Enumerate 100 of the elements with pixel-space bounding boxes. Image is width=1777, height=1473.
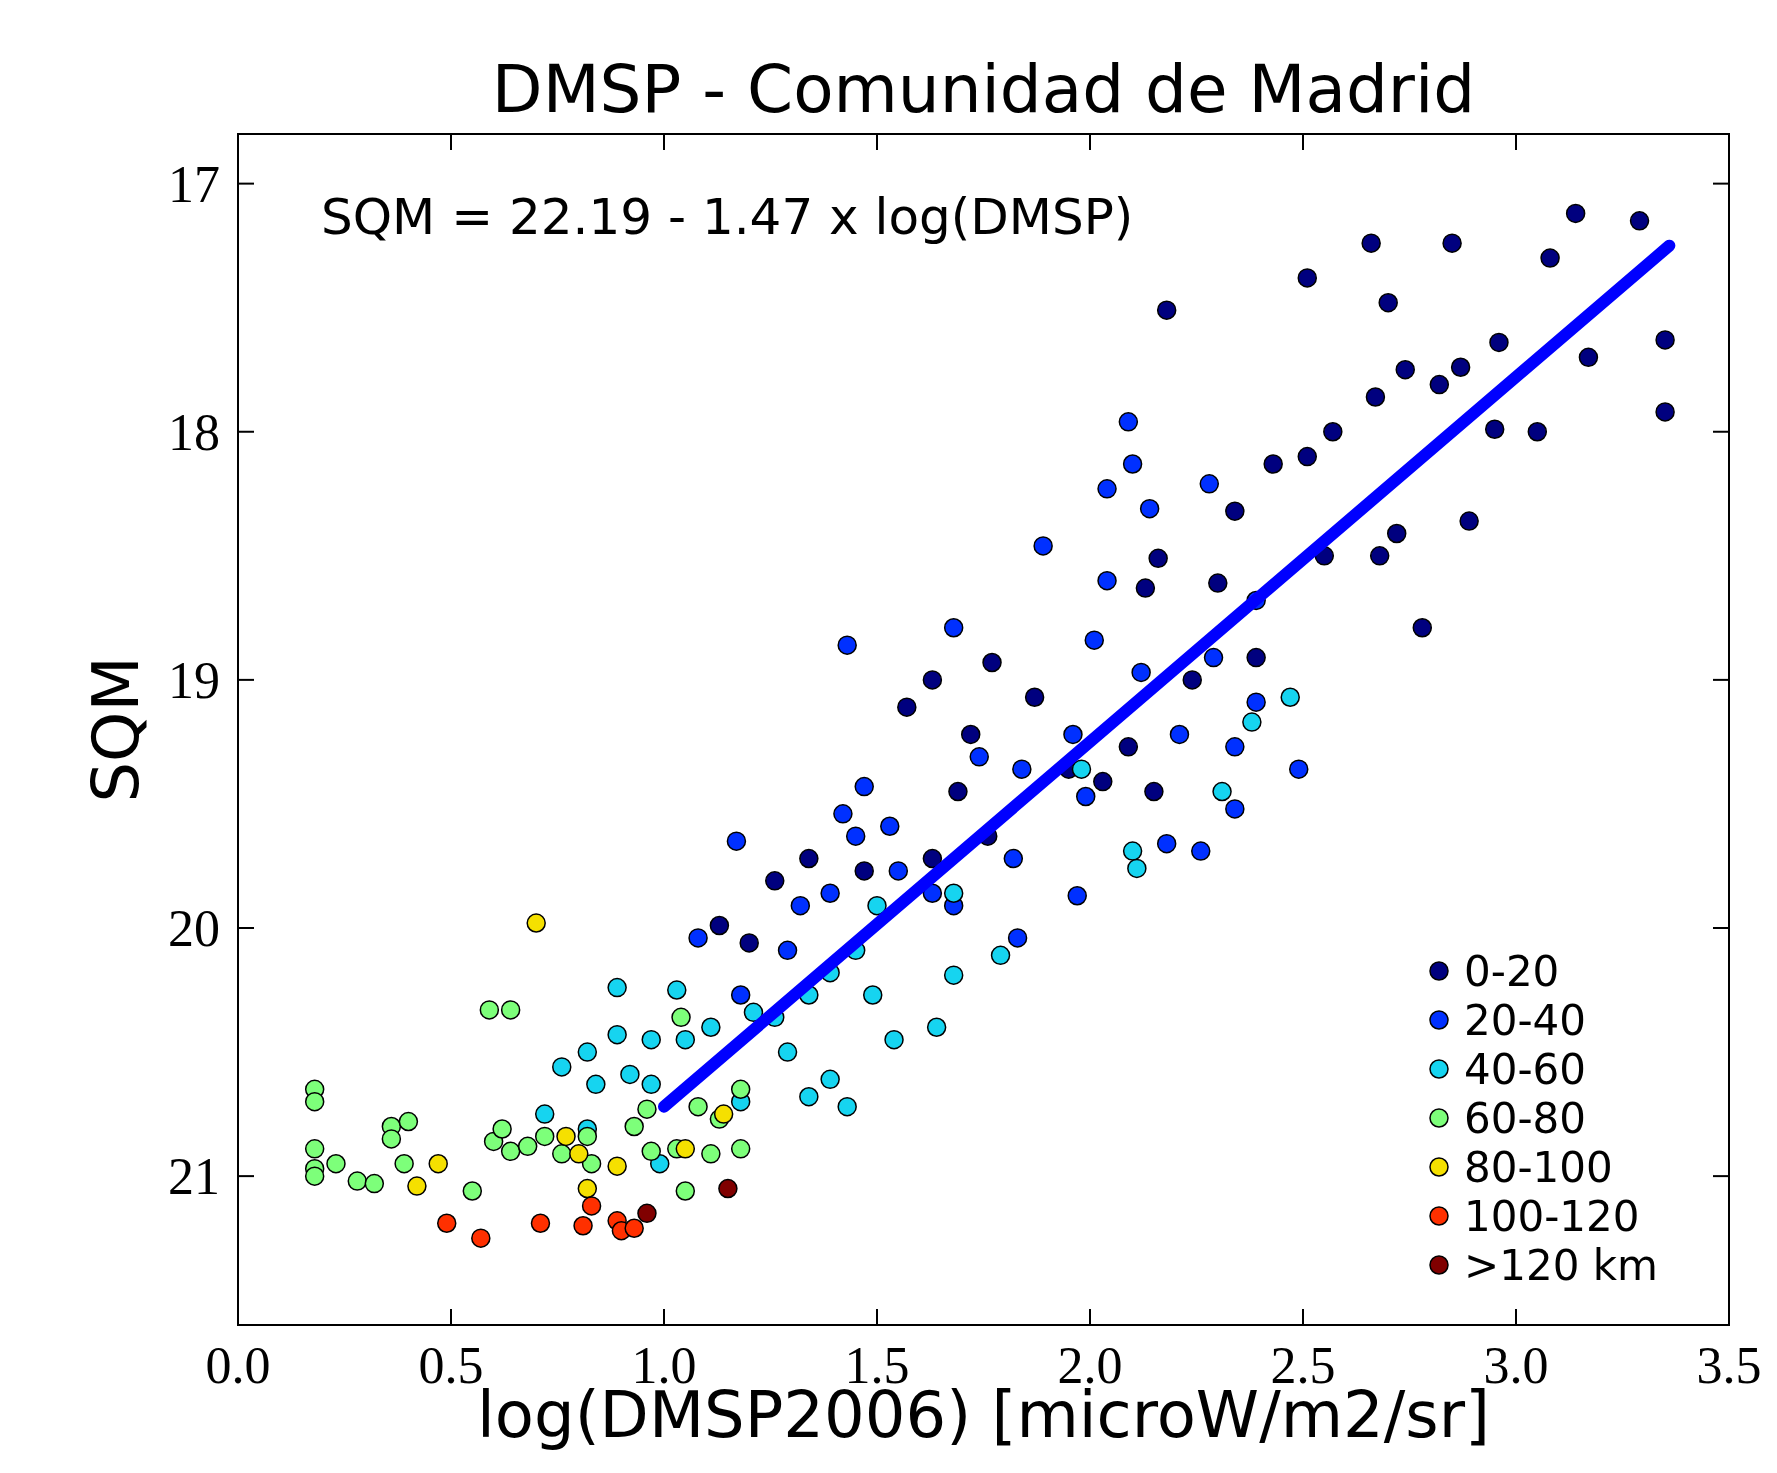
point <box>854 776 874 797</box>
point <box>552 1057 572 1077</box>
legend-label: 20-40 <box>1464 995 1587 1045</box>
point <box>713 1104 734 1124</box>
point <box>1365 387 1386 407</box>
point <box>1386 523 1407 544</box>
point <box>1323 422 1343 442</box>
point <box>471 1228 491 1248</box>
point <box>1199 474 1220 494</box>
point <box>1489 332 1509 353</box>
point <box>1118 737 1139 757</box>
point <box>1075 786 1096 807</box>
point <box>304 1091 325 1112</box>
point <box>577 1178 598 1199</box>
point <box>1131 662 1151 683</box>
point <box>739 933 759 953</box>
point <box>624 1218 644 1238</box>
point <box>1012 759 1032 779</box>
point <box>790 895 811 916</box>
point <box>1191 841 1211 861</box>
point <box>884 1029 904 1050</box>
point <box>1361 233 1381 253</box>
point <box>1442 233 1462 253</box>
chart-title: DMSP - Comunidad de Madrid <box>491 51 1476 128</box>
point <box>398 1111 419 1132</box>
point <box>1429 374 1450 395</box>
point <box>534 1104 555 1124</box>
point <box>1263 454 1283 474</box>
point <box>624 1116 644 1137</box>
point <box>671 1007 691 1028</box>
point <box>607 1024 627 1045</box>
point <box>641 1074 661 1095</box>
point <box>492 1119 512 1139</box>
legend-label: 0-20 <box>1464 946 1560 996</box>
point <box>675 1181 696 1201</box>
point <box>607 977 627 998</box>
point <box>960 724 981 745</box>
y-tick-label: 20 <box>168 900 220 958</box>
point <box>667 980 687 1000</box>
point <box>862 985 883 1005</box>
point <box>577 1126 598 1147</box>
point <box>943 883 964 904</box>
point <box>943 965 964 985</box>
point <box>1246 692 1266 712</box>
point <box>1297 268 1318 288</box>
point <box>1578 347 1599 368</box>
point <box>726 831 747 851</box>
point <box>1459 511 1479 531</box>
point <box>637 1203 657 1224</box>
point <box>922 848 943 869</box>
point <box>534 1126 555 1147</box>
point <box>407 1176 427 1196</box>
point <box>581 1153 602 1174</box>
point <box>1280 687 1300 707</box>
point <box>641 1141 661 1162</box>
point <box>675 1029 696 1050</box>
point <box>530 1213 551 1234</box>
point <box>1246 647 1266 668</box>
point <box>743 1002 764 1023</box>
point <box>688 928 708 948</box>
legend-label: 100-120 <box>1464 1191 1640 1241</box>
point <box>1225 501 1245 521</box>
point <box>1565 203 1586 224</box>
point <box>1169 724 1190 745</box>
point <box>777 1042 798 1062</box>
point <box>1395 359 1415 380</box>
annotation: SQM = 22.19 - 1.47 x log(DMSP) <box>321 188 1134 246</box>
y-tick-label: 17 <box>168 155 220 213</box>
point <box>1097 479 1117 499</box>
point <box>1071 759 1092 779</box>
point <box>1148 548 1168 569</box>
point <box>1122 841 1143 861</box>
point <box>730 1139 751 1159</box>
point <box>436 1213 457 1234</box>
point <box>428 1153 448 1174</box>
point <box>1139 498 1160 519</box>
point <box>718 1178 738 1199</box>
point <box>381 1129 402 1149</box>
point <box>641 1029 661 1050</box>
point <box>1527 422 1548 442</box>
point <box>1182 670 1202 690</box>
point <box>1024 687 1045 707</box>
point <box>347 1171 368 1191</box>
point <box>1655 402 1675 422</box>
point <box>845 826 866 846</box>
point <box>500 1000 521 1020</box>
point <box>1378 292 1398 313</box>
point <box>833 804 853 824</box>
point <box>730 985 751 1005</box>
point <box>577 1042 598 1062</box>
point <box>777 940 798 961</box>
point <box>462 1181 483 1201</box>
point <box>1003 848 1024 869</box>
point <box>607 1156 627 1176</box>
point <box>799 1086 819 1107</box>
point <box>1412 618 1433 638</box>
point <box>326 1153 346 1174</box>
point <box>364 1173 385 1194</box>
point <box>1203 647 1224 668</box>
point <box>517 1136 538 1157</box>
